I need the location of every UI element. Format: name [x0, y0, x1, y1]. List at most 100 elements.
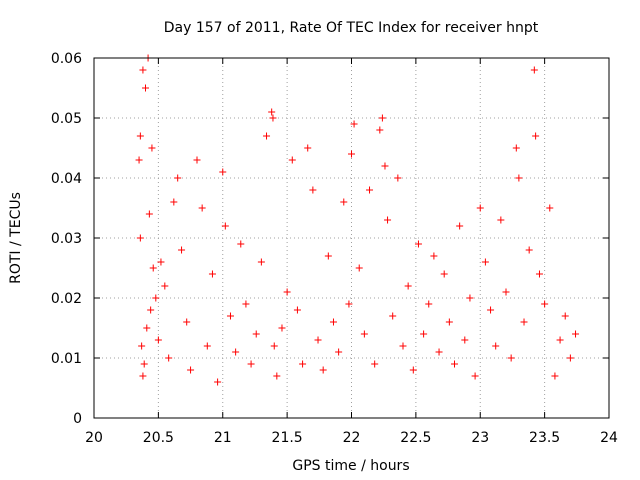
- data-point: [247, 360, 255, 368]
- data-point: [409, 366, 417, 374]
- x-tick-label: 24: [600, 430, 618, 446]
- x-tick-label: 22.5: [400, 430, 431, 446]
- data-point: [366, 186, 374, 194]
- data-point: [142, 84, 149, 92]
- x-tick-label: 20: [85, 430, 103, 446]
- data-point: [404, 282, 412, 290]
- data-point: [435, 348, 443, 356]
- data-point: [242, 300, 250, 308]
- data-point: [425, 300, 433, 308]
- data-point: [487, 306, 495, 314]
- data-point: [335, 348, 343, 356]
- data-point: [329, 318, 337, 326]
- data-point: [355, 264, 363, 272]
- y-tick-label: 0.01: [51, 351, 82, 367]
- data-point: [546, 204, 554, 212]
- data-point: [414, 240, 422, 248]
- data-point: [445, 318, 453, 326]
- data-point: [461, 336, 469, 344]
- y-tick-label: 0.06: [51, 51, 82, 67]
- data-point: [157, 258, 165, 266]
- data-point: [532, 132, 540, 140]
- data-point: [492, 342, 500, 350]
- data-point: [319, 366, 327, 374]
- data-point: [384, 216, 392, 224]
- data-point: [136, 234, 144, 242]
- data-point: [440, 270, 448, 278]
- data-point: [273, 372, 281, 380]
- data-point: [512, 144, 520, 152]
- data-point: [520, 318, 528, 326]
- data-point: [350, 120, 358, 128]
- data-point: [178, 246, 186, 254]
- data-point: [135, 156, 143, 164]
- data-point: [237, 240, 245, 248]
- x-tick-label: 23: [471, 430, 489, 446]
- data-point: [502, 288, 510, 296]
- data-point: [263, 132, 271, 140]
- data-point: [148, 144, 156, 152]
- data-point: [471, 372, 479, 380]
- data-point: [309, 186, 317, 194]
- data-point: [340, 198, 348, 206]
- data-point: [430, 252, 438, 260]
- data-point: [507, 354, 515, 362]
- x-tick-label: 21.5: [272, 430, 303, 446]
- data-point: [165, 354, 173, 362]
- data-point: [232, 348, 240, 356]
- data-point: [566, 354, 574, 362]
- data-point: [304, 144, 312, 152]
- data-point: [451, 360, 458, 368]
- data-point: [466, 294, 474, 302]
- y-tick-label: 0.03: [51, 231, 82, 247]
- data-point: [299, 360, 307, 368]
- data-point: [145, 210, 153, 218]
- x-tick-label: 21: [214, 430, 232, 446]
- data-point: [456, 222, 464, 230]
- x-axis-label: GPS time / hours: [292, 458, 409, 474]
- x-tick-label: 23.5: [529, 430, 560, 446]
- data-point: [193, 156, 201, 164]
- data-point: [219, 168, 227, 176]
- data-point: [324, 252, 332, 260]
- data-point: [497, 216, 505, 224]
- data-point: [187, 366, 195, 374]
- y-tick-label: 0.04: [51, 171, 82, 187]
- x-tick-label: 20.5: [143, 430, 174, 446]
- data-point: [136, 132, 144, 140]
- y-tick-label: 0.02: [51, 291, 82, 307]
- data-point: [345, 300, 353, 308]
- y-tick-label: 0.05: [51, 111, 82, 127]
- data-point: [269, 114, 277, 122]
- data-point: [288, 156, 296, 164]
- data-point: [170, 198, 178, 206]
- data-point: [138, 342, 146, 350]
- data-point: [360, 330, 368, 338]
- data-point: [268, 108, 276, 116]
- data-point: [214, 378, 222, 386]
- data-point: [561, 312, 569, 320]
- data-point: [257, 258, 265, 266]
- data-point: [376, 126, 384, 134]
- data-point: [278, 324, 286, 332]
- data-point: [174, 174, 182, 182]
- data-point: [399, 342, 407, 350]
- data-point: [530, 66, 538, 74]
- data-point: [147, 306, 155, 314]
- data-point: [252, 330, 260, 338]
- data-point: [139, 66, 147, 74]
- data-point: [161, 282, 169, 290]
- data-point: [149, 264, 157, 272]
- data-point: [143, 324, 151, 332]
- data-point: [371, 360, 379, 368]
- data-point: [139, 372, 147, 380]
- data-point: [572, 330, 580, 338]
- data-point: [152, 294, 160, 302]
- grid-layer: [94, 58, 609, 418]
- data-point: [389, 312, 397, 320]
- data-point: [481, 258, 489, 266]
- chart-title: Day 157 of 2011, Rate Of TEC Index for r…: [164, 20, 539, 36]
- data-point: [198, 204, 206, 212]
